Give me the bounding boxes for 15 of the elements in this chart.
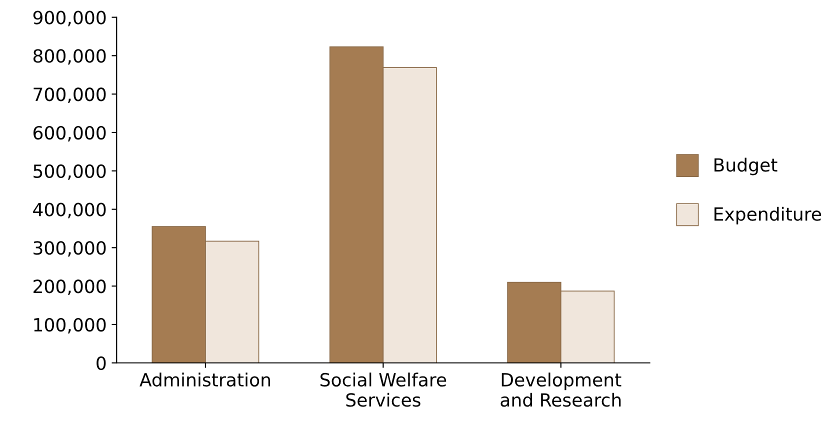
y-tick-label: 0 (96, 356, 106, 370)
y-tick-label: 700,000 (34, 88, 106, 104)
legend-label: Budget (714, 158, 778, 176)
y-tick-label: 600,000 (33, 126, 106, 142)
y-tick-label: 900,000 (33, 10, 106, 26)
x-tick-label: Administration (140, 372, 270, 387)
x-tick-label: Development and Research (500, 372, 622, 407)
x-tick-label: Social Welfare Services (320, 372, 446, 407)
y-tick-label: 400,000 (33, 202, 106, 218)
y-tick-label: 800,000 (33, 49, 106, 65)
y-tick-label: 100,000 (34, 318, 106, 334)
y-tick-label: 300,000 (34, 241, 106, 257)
y-tick-label: 200,000 (34, 280, 106, 296)
legend-label: Expenditure (714, 206, 822, 224)
y-tick-label: 500,000 (34, 164, 106, 180)
